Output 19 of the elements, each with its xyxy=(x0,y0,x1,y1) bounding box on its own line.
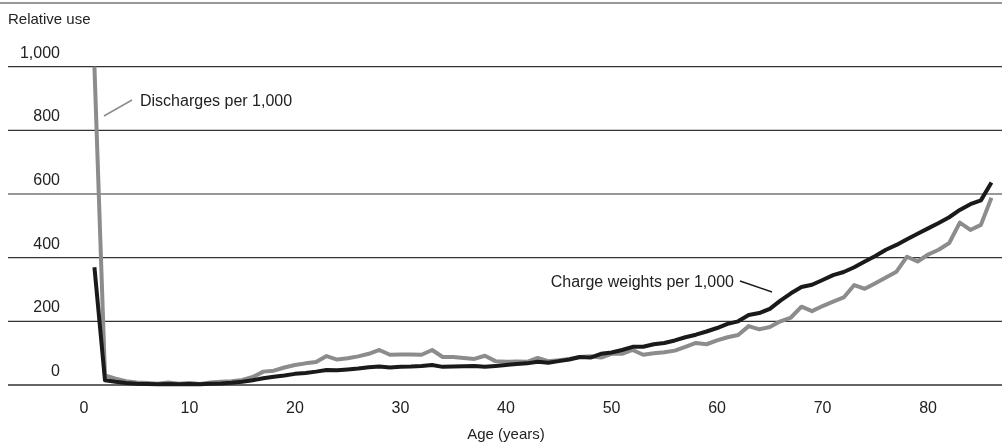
y-tick-label: 800 xyxy=(33,107,61,125)
x-axis-title: Age (years) xyxy=(467,425,545,442)
x-tick-label: 30 xyxy=(391,399,410,416)
x-tick-label: 70 xyxy=(813,399,832,416)
x-tick-label: 40 xyxy=(497,399,515,416)
series-label: Charge weights per 1,000 xyxy=(550,273,735,290)
y-tick-label: 1,000 xyxy=(19,43,61,61)
x-tick-label: 60 xyxy=(708,399,727,416)
x-tick-label: 20 xyxy=(286,399,304,416)
x-tick-label: 10 xyxy=(180,399,199,416)
y-tick-label: 200 xyxy=(33,298,61,316)
y-tick-label: 400 xyxy=(33,234,61,252)
legend-label: Discharges per 1,000 xyxy=(140,92,293,109)
y-axis-title: Relative use xyxy=(8,10,91,27)
y-tick-label: 600 xyxy=(33,171,61,188)
y-tick-label: 0 xyxy=(51,362,61,379)
x-tick-label: 50 xyxy=(602,399,621,416)
x-tick-label: 0 xyxy=(79,399,89,416)
x-tick-label: 80 xyxy=(919,399,938,416)
